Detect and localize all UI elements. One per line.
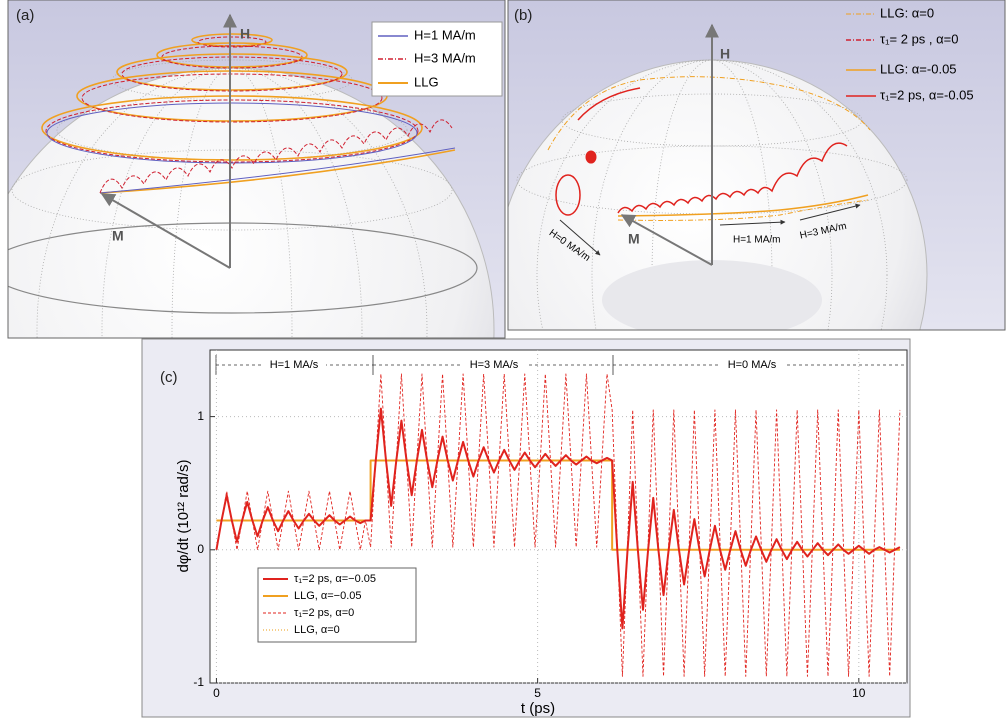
x-tick-label: 0 [213,686,220,700]
annotation-bg [462,358,526,372]
panel-frame [7,0,506,339]
field-label: H=1 MA/m [733,235,781,246]
panel-label: (c) [160,369,178,386]
legend-label: τ₁= 2 ps , α=0 [880,31,958,46]
field-arrow [799,203,861,221]
sphere-shadow [602,260,822,330]
annotation-bg [720,358,784,372]
h-label: H [720,46,730,62]
m-arrow [100,193,231,269]
legend-label: LLG: α=-0.05 [880,61,957,76]
legend-label: τ₁=2 ps, α=-0.05 [880,87,974,102]
legend-label: LLG, α=−0.05 [294,590,362,602]
y-tick-label: 0 [197,542,204,556]
legend-label: H=3 MA/m [414,50,476,65]
x-tick-label: 10 [852,686,866,700]
legend-label: τ₁=2 ps, α=−0.05 [294,573,376,585]
legend-label: LLG: α=0 [880,5,934,20]
h-label: H [240,26,250,42]
line-series [215,407,901,630]
panel-frame [507,0,1006,331]
legend-label: H=1 MA/m [414,27,476,42]
m-label: M [112,228,124,244]
y-tick-label: -1 [193,675,204,689]
y-tick-label: 1 [197,409,204,423]
x-tick-label: 5 [534,686,541,700]
field-arrow [559,219,601,256]
trajectories [41,33,456,194]
panel-label: (a) [16,7,34,24]
legend-label: LLG [414,74,439,89]
y-axis-label: dφ/dt (10¹² rad/s) [175,459,192,572]
panel-b: H M H=0 MA/m H=1 MA/m H=3 MA/m (b) LLG: … [508,0,1005,330]
m-label: M [628,231,640,247]
annotation-bg [262,358,326,372]
legend-label: LLG, α=0 [294,624,340,636]
panel-a: H M (a) H=1 MA/m H=3 MA/m LLG [8,0,505,338]
equator [8,222,478,314]
line-series [215,373,901,677]
field-arrow [719,219,786,226]
annotation: H=3 MA/s [470,359,519,371]
trajectories [547,76,871,221]
plot: 0 5 10 -1 0 1 τ₁=2 ps, α=−0.05 LLG, α=−0.05 τ₁=2… [193,350,907,700]
panel-label: (b) [514,7,532,24]
m-arrow [620,214,713,266]
annotation: H=0 MA/s [728,359,777,371]
annotation: H=1 MA/s [270,359,319,371]
legend-label: τ₁=2 ps, α=0 [294,607,354,619]
x-axis-label: t (ps) [521,700,555,717]
